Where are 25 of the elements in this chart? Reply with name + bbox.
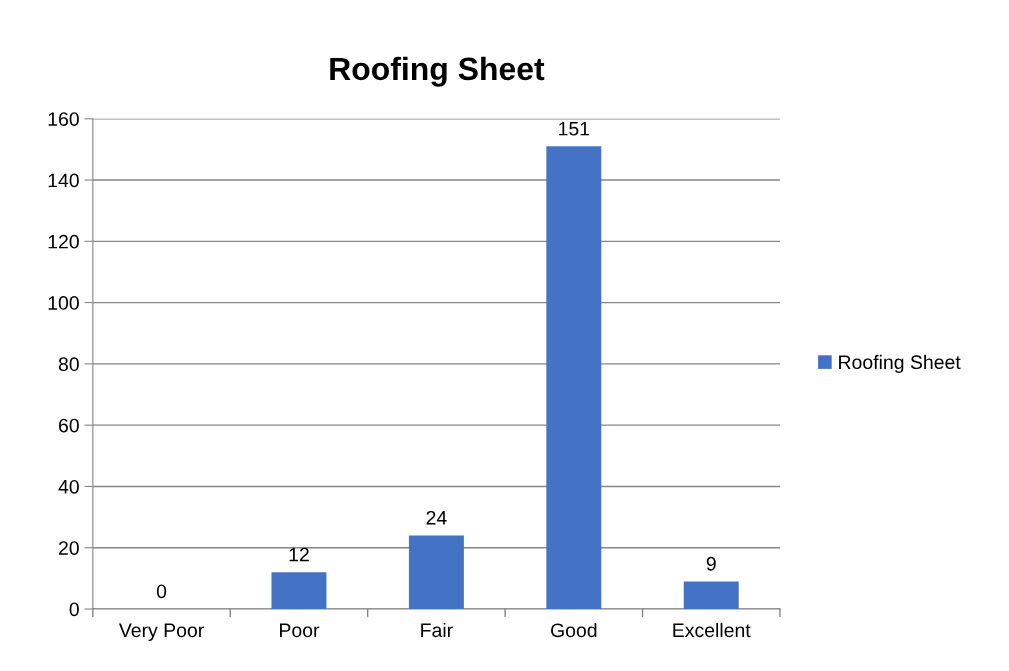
bar [546, 146, 602, 609]
y-tick-label: 100 [48, 296, 79, 310]
x-tick-label: Excellent [673, 622, 751, 638]
data-label: 24 [426, 510, 447, 525]
y-tick-label: 20 [58, 541, 79, 555]
y-tick-label: 160 [48, 112, 79, 126]
data-label: 9 [706, 556, 716, 571]
y-tick-label: 0 [69, 602, 79, 617]
x-tick-label: Fair [421, 622, 453, 638]
x-tick-label: Very Poor [118, 623, 204, 642]
y-tick-label: 40 [58, 479, 79, 494]
data-label: 0 [156, 584, 167, 599]
y-tick-label: 60 [59, 418, 79, 433]
data-label: 151 [559, 121, 590, 136]
x-tick-label: Poor [280, 623, 320, 638]
chart-title: Roofing Sheet [330, 56, 545, 87]
x-tick-label: Good [551, 622, 597, 638]
y-tick-label: 80 [58, 357, 79, 372]
data-label: 12 [289, 547, 309, 562]
legend-label: Roofing Sheet [839, 354, 961, 373]
y-tick-label: 140 [48, 173, 79, 188]
bar [408, 535, 464, 609]
bar [271, 572, 327, 609]
y-tick-label: 120 [48, 234, 79, 249]
bar [683, 581, 739, 609]
